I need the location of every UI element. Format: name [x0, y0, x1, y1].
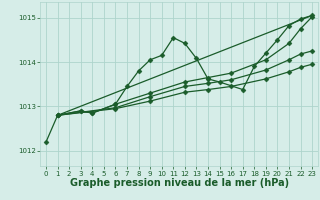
- X-axis label: Graphe pression niveau de la mer (hPa): Graphe pression niveau de la mer (hPa): [69, 178, 289, 188]
